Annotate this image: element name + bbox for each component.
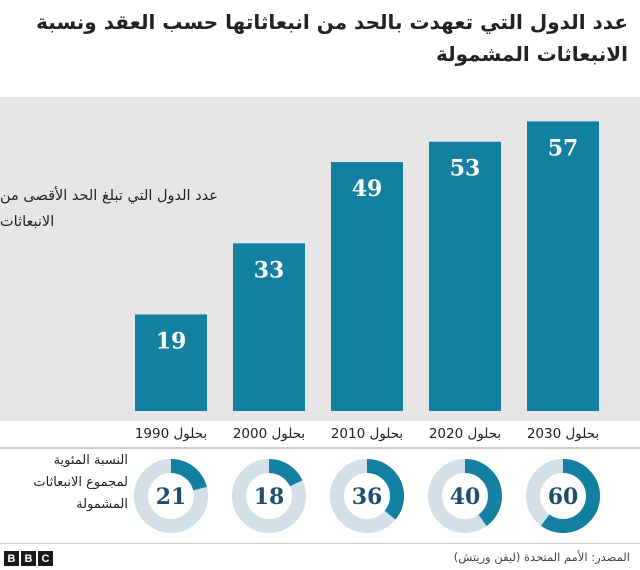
bar-value-label: 49 <box>352 176 383 202</box>
logo-letter: C <box>38 551 53 566</box>
ring-value-label: 40 <box>450 484 481 510</box>
bar-value-label: 19 <box>156 328 187 354</box>
bbc-logo: B B C <box>4 551 53 566</box>
ring-gauge-1: 21 <box>134 459 208 533</box>
ring-fill <box>428 459 502 533</box>
bar-3 <box>331 162 403 411</box>
bar-5 <box>527 121 599 411</box>
ring-gauge-5: 60 <box>526 459 600 533</box>
bar-1 <box>135 314 207 411</box>
bar-4 <box>429 141 501 411</box>
ring-fill <box>232 459 306 533</box>
bar-value-label: 53 <box>450 156 481 182</box>
bar-2 <box>233 243 305 411</box>
bar-value-label: 33 <box>254 257 285 283</box>
category-label: بحلول 2010 <box>331 426 403 442</box>
bar-series-label: عدد الدول التي تبلغ الحد الأقصى من الانب… <box>0 188 218 230</box>
ring-value-label: 21 <box>156 484 187 510</box>
ring-value-label: 18 <box>254 484 285 510</box>
source-note: المصدر: الأمم المتحدة (ليفن وريتش) <box>453 550 630 564</box>
category-label: بحلول 2030 <box>527 426 599 442</box>
footer-divider <box>0 543 640 544</box>
bar-value-label: 57 <box>548 135 579 161</box>
ring-gauge-2: 18 <box>232 459 306 533</box>
logo-letter: B <box>4 551 19 566</box>
ring-value-label: 60 <box>548 484 579 510</box>
bars-layer: 19 33 49 53 57 <box>135 121 599 411</box>
category-labels: بحلول 1990 بحلول 2000 بحلول 2010 بحلول 2020… <box>135 426 599 442</box>
ring-fill <box>526 459 600 533</box>
ring-gauge-3: 36 <box>330 459 404 533</box>
category-label: بحلول 2020 <box>429 426 501 442</box>
ring-fill <box>134 459 208 533</box>
ring-value-label: 36 <box>352 484 383 510</box>
percentage-label: النسبة المئوية لمجموع الانبعاثات المشمول… <box>33 453 128 512</box>
chart-title: عدد الدول التي تعهدت بالحد من انبعاثاتها… <box>36 10 628 66</box>
rings-layer: 21 18 36 40 60 <box>134 459 600 533</box>
category-label: بحلول 1990 <box>135 426 207 442</box>
logo-letter: B <box>21 551 36 566</box>
ring-gauge-4: 40 <box>428 459 502 533</box>
ring-fill <box>330 459 404 533</box>
category-label: بحلول 2000 <box>233 426 305 442</box>
